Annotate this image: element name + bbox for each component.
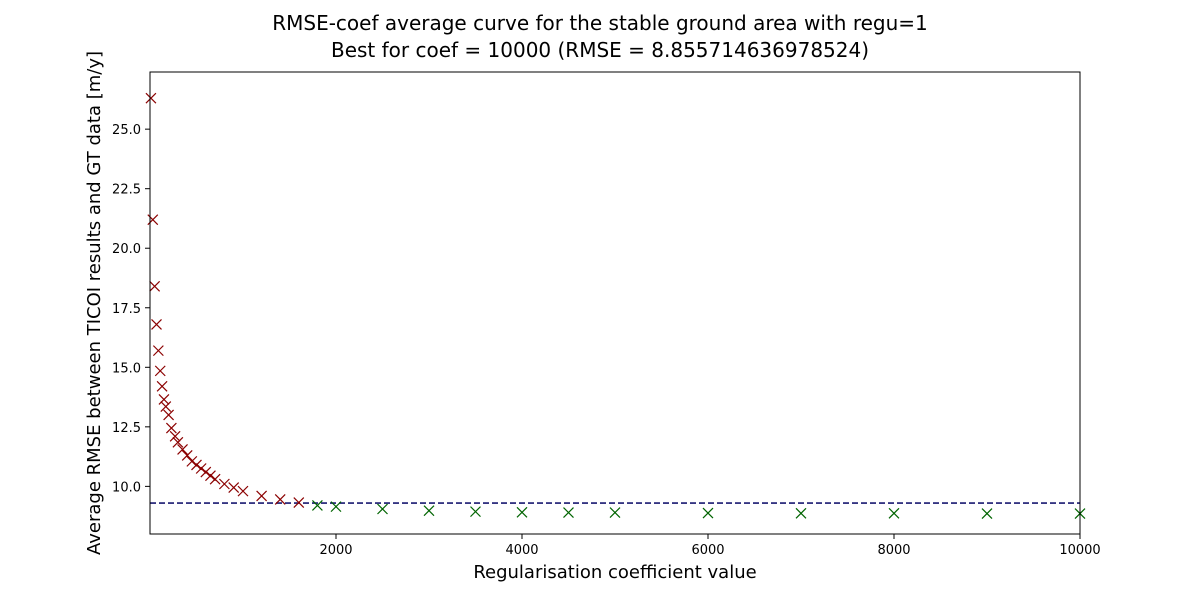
y-tick-label: 17.5 — [112, 302, 141, 317]
data-point-red — [186, 455, 198, 467]
data-point-red — [152, 345, 164, 357]
data-point-red — [158, 394, 170, 405]
x-tick-label: 10000 — [1059, 543, 1100, 558]
data-point-red — [209, 473, 221, 485]
data-point-green — [423, 505, 435, 517]
data-point-green — [330, 501, 342, 513]
data-point-red — [160, 401, 172, 413]
y-tick-label: 15.0 — [112, 361, 141, 376]
data-point-red — [237, 485, 249, 497]
data-point-red — [165, 422, 177, 434]
x-tick-label: 2000 — [319, 543, 352, 558]
data-point-red — [218, 478, 230, 490]
data-point-red — [149, 280, 161, 292]
chart-subtitle: Best for coef = 10000 (RMSE = 8.85571463… — [331, 38, 869, 62]
data-point-red — [156, 380, 168, 392]
data-point-green — [516, 506, 528, 518]
data-point-green — [981, 508, 993, 519]
y-tick-label: 10.0 — [112, 480, 141, 495]
data-point-green — [795, 507, 807, 519]
data-point-red — [145, 92, 157, 104]
data-point-green — [377, 503, 388, 515]
data-point-red — [151, 319, 162, 330]
y-tick-label: 22.5 — [112, 183, 141, 198]
data-point-red — [228, 482, 240, 493]
data-point-green — [888, 507, 900, 519]
data-point-red — [163, 409, 175, 421]
y-axis-label: Average RMSE between TICOI results and G… — [84, 51, 105, 555]
data-point-red — [200, 466, 212, 478]
data-point-green — [563, 507, 574, 518]
data-point-red — [274, 494, 286, 505]
y-tick-label: 12.5 — [112, 421, 141, 436]
x-tick-label: 6000 — [691, 543, 724, 558]
x-tick-label: 8000 — [877, 543, 910, 558]
data-point-green — [609, 507, 621, 518]
data-point-red — [154, 365, 166, 377]
data-point-green — [470, 506, 481, 518]
data-point-green — [311, 499, 323, 511]
x-axis-label: Regularisation coefficient value — [473, 562, 756, 583]
data-point-red — [169, 430, 181, 442]
y-tick-label: 20.0 — [112, 242, 141, 257]
data-point-green — [702, 507, 714, 519]
axis-ticks: 2000 4000 6000 8000 10000 10.0 12.5 15.0 17.5 20.… — [112, 123, 1101, 558]
plot-frame — [149, 71, 1081, 535]
data-point-red — [181, 449, 193, 461]
data-point-red — [256, 490, 268, 502]
plot-area — [145, 92, 1086, 519]
data-point-red — [205, 470, 216, 482]
chart-title: RMSE-coef average curve for the stable g… — [272, 11, 928, 35]
y-tick-label: 25.0 — [112, 123, 141, 138]
data-point-red — [177, 444, 188, 455]
data-point-red — [191, 459, 202, 471]
data-point-red — [147, 214, 159, 226]
data-point-red — [195, 463, 207, 474]
data-point-red — [172, 436, 184, 448]
data-point-red — [293, 497, 305, 508]
x-tick-label: 4000 — [505, 543, 538, 558]
